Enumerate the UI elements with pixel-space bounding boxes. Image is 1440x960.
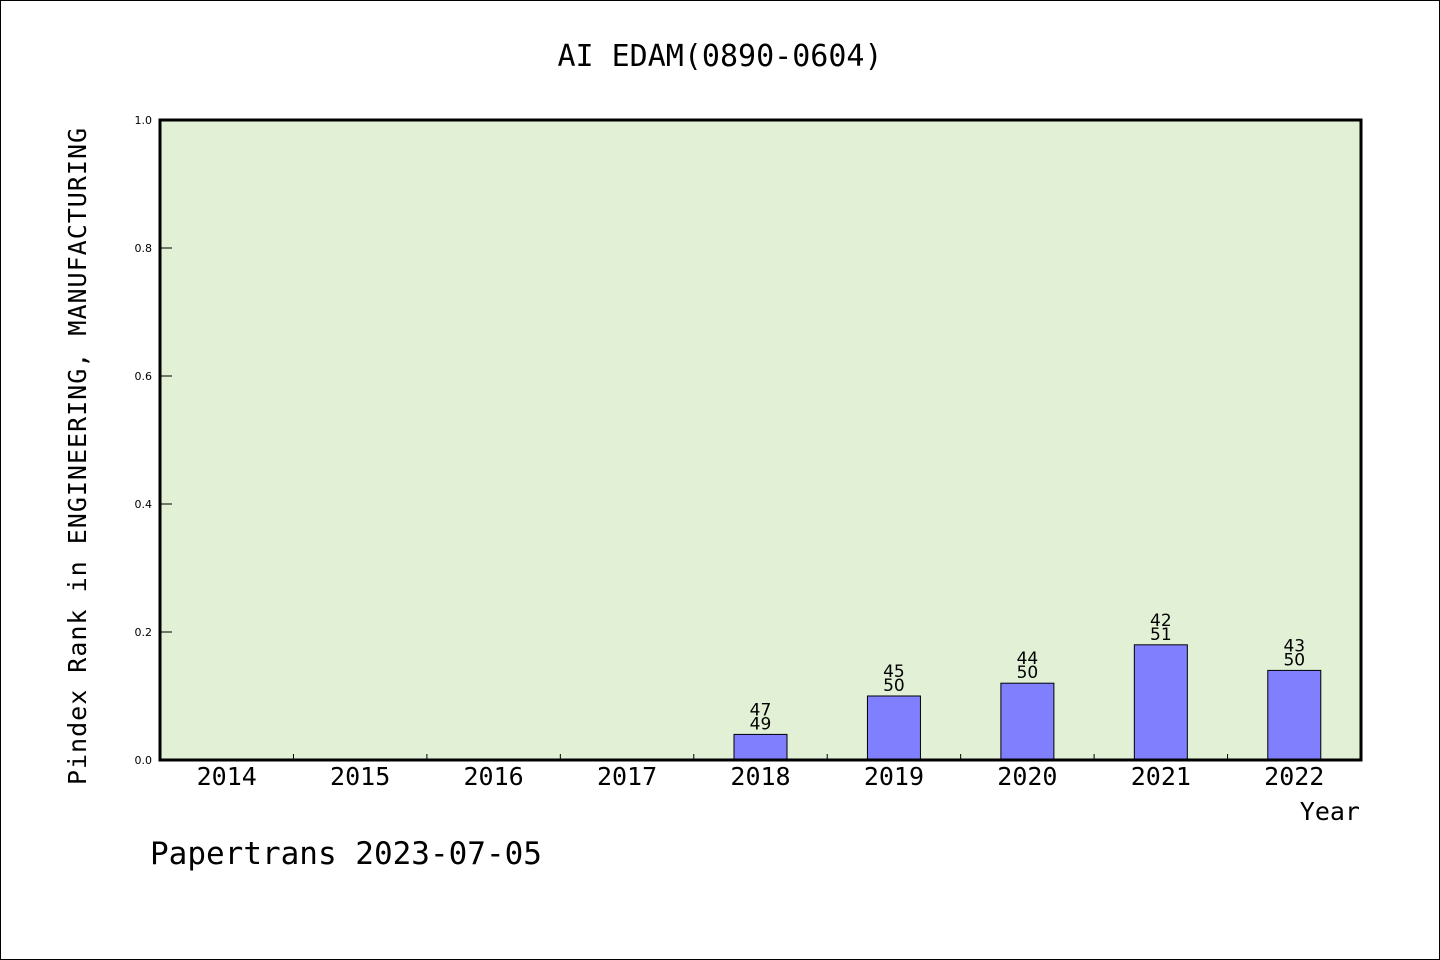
x-axis-label: Year — [1300, 797, 1360, 826]
bar-label-top-2022: 43 — [1283, 636, 1305, 656]
x-tick-label: 2016 — [464, 762, 524, 791]
bar-label-bottom-2022: 50 — [1283, 650, 1305, 670]
bar-label-bottom-2018: 49 — [750, 714, 772, 734]
bar-2018 — [733, 733, 788, 761]
y-tick-label: 0.8 — [135, 242, 153, 255]
bar-2021 — [1133, 644, 1188, 761]
bar-2019 — [866, 695, 921, 761]
bar-label-top-2020: 44 — [1017, 649, 1039, 669]
chart-title: AI EDAM(0890-0604) — [557, 39, 882, 74]
x-tick-label: 2019 — [864, 762, 924, 791]
bar-label-top-2019: 45 — [883, 662, 905, 682]
bar-label-bottom-2019: 50 — [883, 676, 905, 696]
y-tick-label: 1.0 — [135, 114, 153, 127]
bar-2022 — [1267, 669, 1322, 761]
y-tick-label: 0.4 — [135, 498, 153, 511]
y-tick-label: 0.2 — [135, 626, 153, 639]
x-tick-label: 2017 — [597, 762, 657, 791]
x-tick-label: 2022 — [1264, 762, 1324, 791]
x-tick-label: 2015 — [330, 762, 390, 791]
y-tick-label: 0.6 — [135, 370, 153, 383]
bar-label-bottom-2020: 50 — [1017, 663, 1039, 683]
y-axis-label: Pindex Rank in ENGINEERING, MANUFACTURIN… — [63, 127, 92, 785]
bar-label-top-2018: 47 — [750, 700, 772, 720]
y-tick-label: 0.0 — [135, 754, 153, 767]
bar-2020 — [1000, 682, 1055, 761]
bar-label-top-2021: 42 — [1150, 611, 1172, 631]
x-tick-label: 2018 — [730, 762, 790, 791]
x-tick-label: 2021 — [1131, 762, 1191, 791]
bar-label-bottom-2021: 51 — [1150, 625, 1172, 645]
footer-credit: Papertrans 2023-07-05 — [150, 836, 542, 872]
x-tick-label: 2014 — [197, 762, 257, 791]
plot-border — [158, 118, 1363, 762]
x-tick-label: 2020 — [997, 762, 1057, 791]
